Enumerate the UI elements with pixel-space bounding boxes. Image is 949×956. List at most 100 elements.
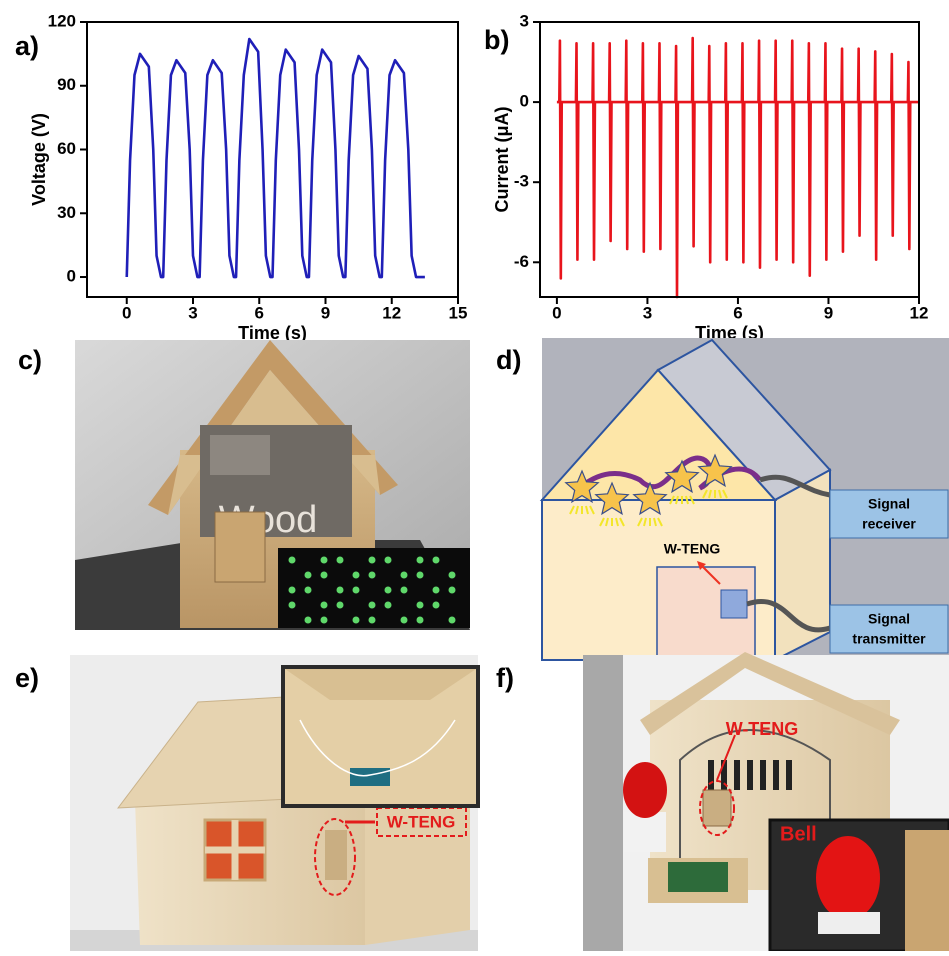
inset-ceiling bbox=[285, 669, 476, 700]
receiver-box bbox=[829, 489, 949, 539]
light-ray bbox=[643, 517, 647, 527]
plot-frame bbox=[539, 21, 920, 298]
led bbox=[352, 616, 360, 624]
vents bbox=[708, 760, 792, 790]
house-roof bbox=[640, 652, 900, 735]
x-tick-label: 9 bbox=[824, 303, 833, 322]
led bbox=[336, 556, 344, 564]
y-tick-label: 90 bbox=[57, 75, 76, 94]
led bbox=[304, 616, 312, 624]
light-ray bbox=[605, 517, 609, 527]
led bbox=[448, 586, 456, 594]
panel-d: W-TENG Signal receiver Signal transmitte… bbox=[496, 338, 949, 662]
bell bbox=[623, 762, 667, 818]
led bbox=[432, 601, 440, 609]
light-ray bbox=[702, 489, 708, 499]
led bbox=[368, 616, 376, 624]
led bbox=[288, 601, 296, 609]
light-ray bbox=[615, 517, 619, 527]
light-ray bbox=[619, 517, 625, 527]
led bbox=[320, 556, 328, 564]
x-tick-label: 3 bbox=[643, 303, 652, 322]
cable bbox=[759, 474, 831, 498]
y-tick-label: 0 bbox=[67, 267, 76, 286]
transmitter-label: transmitter bbox=[852, 631, 926, 647]
arrow bbox=[699, 563, 721, 585]
led bbox=[416, 601, 424, 609]
panel-label: f) bbox=[496, 663, 514, 693]
led bbox=[400, 586, 408, 594]
cable bbox=[746, 599, 831, 633]
light-ray bbox=[718, 489, 722, 499]
vent bbox=[773, 760, 779, 790]
led bbox=[432, 586, 440, 594]
panel-label: c) bbox=[18, 345, 42, 375]
highlight bbox=[699, 780, 735, 836]
star bbox=[664, 459, 700, 494]
star bbox=[594, 481, 630, 516]
house-door bbox=[214, 511, 266, 583]
y-tick-label: -6 bbox=[514, 252, 529, 271]
led bbox=[336, 586, 344, 594]
light-ray bbox=[589, 505, 595, 515]
y-tick-label: -3 bbox=[514, 172, 529, 191]
photo-shadow bbox=[583, 655, 623, 951]
inset-label: Bell bbox=[780, 823, 817, 845]
stars bbox=[564, 453, 733, 527]
led bbox=[320, 616, 328, 624]
led bbox=[384, 556, 392, 564]
led bbox=[320, 601, 328, 609]
x-tick-label: 9 bbox=[321, 303, 330, 322]
light-ray bbox=[708, 489, 712, 499]
highlight bbox=[314, 818, 356, 896]
light-ray bbox=[685, 495, 689, 505]
x-tick-label: 0 bbox=[552, 303, 561, 322]
y-tick-label: 120 bbox=[48, 11, 76, 30]
receiver-label: Signal bbox=[868, 496, 910, 512]
inset-bell bbox=[816, 836, 880, 920]
inset-bell-base bbox=[818, 912, 880, 934]
x-axis-title: Time (s) bbox=[695, 323, 764, 343]
light-ray bbox=[575, 505, 579, 515]
panel-c: Wood c) bbox=[18, 340, 470, 630]
panel-label: a) bbox=[15, 31, 39, 61]
door-outline bbox=[679, 729, 831, 880]
panel-e: W-TENG e) bbox=[15, 655, 480, 951]
x-tick-label: 0 bbox=[122, 303, 131, 322]
light-ray bbox=[569, 505, 575, 515]
light-ray bbox=[675, 495, 679, 505]
led bbox=[384, 601, 392, 609]
led bbox=[288, 556, 296, 564]
arrow bbox=[716, 734, 736, 781]
device-label: W-TENG bbox=[387, 812, 456, 831]
y-axis-title: Voltage (V) bbox=[29, 113, 49, 206]
led bbox=[432, 556, 440, 564]
light-ray bbox=[722, 489, 728, 499]
led bbox=[368, 556, 376, 564]
led bbox=[304, 571, 312, 579]
led bbox=[352, 571, 360, 579]
x-tick-label: 6 bbox=[733, 303, 742, 322]
light-ray bbox=[669, 495, 675, 505]
light-ray bbox=[657, 517, 663, 527]
vent bbox=[747, 760, 753, 790]
led bbox=[288, 586, 296, 594]
led bbox=[384, 586, 392, 594]
led bbox=[352, 586, 360, 594]
star bbox=[564, 469, 600, 504]
panel-label: d) bbox=[496, 345, 521, 375]
receiver-label: receiver bbox=[862, 516, 916, 532]
led bbox=[368, 571, 376, 579]
star bbox=[697, 453, 733, 488]
transmitter-label: Signal bbox=[868, 611, 910, 627]
room-detail bbox=[210, 435, 270, 475]
inset-board bbox=[350, 768, 390, 786]
light-ray bbox=[585, 505, 589, 515]
arrow-head bbox=[697, 561, 706, 570]
light-ray bbox=[637, 517, 643, 527]
device-label: W-TENG bbox=[664, 541, 721, 557]
x-tick-label: 12 bbox=[382, 303, 401, 322]
led bbox=[400, 571, 408, 579]
